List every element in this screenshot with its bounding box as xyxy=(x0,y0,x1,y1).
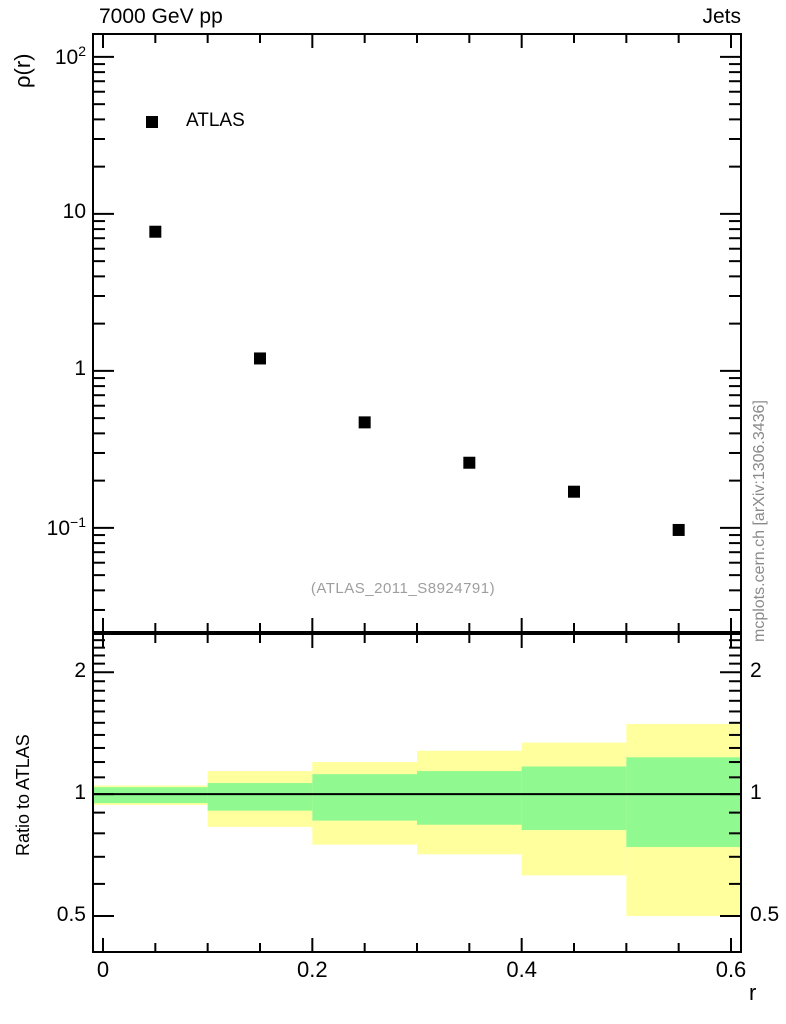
ratio-y-tick-label: 2 xyxy=(74,659,86,683)
uncertainty-band-inner xyxy=(626,757,741,848)
x-axis-title: r xyxy=(749,980,757,1005)
mcplots-arxiv-credit: mcplots.cern.ch [arXiv:1306.3436] xyxy=(751,400,768,642)
data-point-marker xyxy=(568,485,581,498)
uncertainty-band-inner xyxy=(521,766,627,831)
ratio-y-tick-label-right: 0.5 xyxy=(750,902,780,926)
x-tick-label: 0.6 xyxy=(715,957,747,982)
uncertainty-band-inner xyxy=(93,787,208,804)
plot-title-observable: Jets xyxy=(702,5,741,28)
legend-label-atlas: ATLAS xyxy=(186,110,245,131)
data-point-marker xyxy=(463,456,476,469)
data-point-marker xyxy=(253,352,266,365)
plot-title-beam: 7000 GeV pp xyxy=(99,5,223,28)
x-tick-label: 0 xyxy=(96,957,110,982)
ratio-y-tick-label-right: 1 xyxy=(750,781,762,805)
x-tick-label: 0.4 xyxy=(506,957,537,982)
main-y-tick-label: 10 xyxy=(62,199,86,223)
ratio-y-tick-label: 1 xyxy=(74,781,86,805)
uncertainty-band-inner xyxy=(207,783,313,811)
main-frame xyxy=(92,33,742,633)
uncertainty-band-inner xyxy=(312,774,417,821)
legend-square-marker-icon xyxy=(146,116,158,128)
analysis-id-watermark: (ATLAS_2011_S8924791) xyxy=(310,580,496,597)
data-point-marker xyxy=(672,523,685,536)
main-y-tick-label: 1 xyxy=(74,356,86,380)
uncertainty-band-inner xyxy=(417,771,522,825)
data-point-marker xyxy=(358,416,371,429)
main-y-tick-label: 102 xyxy=(54,42,86,69)
data-point-marker xyxy=(149,225,162,238)
ratio-frame xyxy=(92,633,742,953)
ratio-y-tick-label: 0.5 xyxy=(56,902,86,926)
x-tick-label: 0.2 xyxy=(297,957,328,982)
ratio-y-tick-label-right: 2 xyxy=(750,659,762,683)
main-y-tick-label: 10−1 xyxy=(46,513,86,540)
